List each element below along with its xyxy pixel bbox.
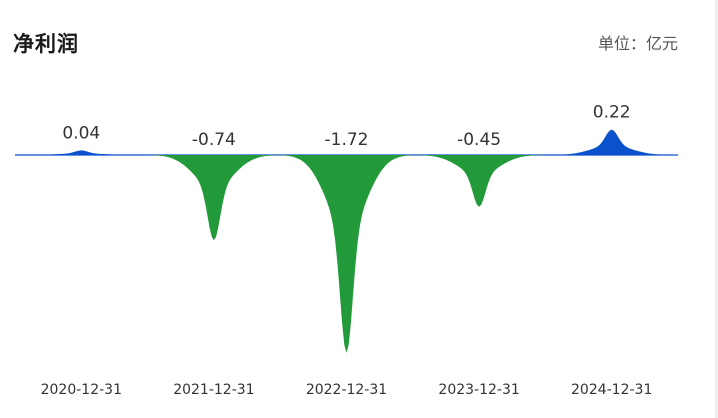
value-label: -0.45 <box>457 130 501 150</box>
peak-2024-12-31[interactable] <box>545 129 678 155</box>
value-label: -0.74 <box>192 130 236 150</box>
value-label: -1.72 <box>325 130 369 150</box>
x-tick-label: 2021-12-31 <box>173 382 254 398</box>
peak-2021-12-31[interactable] <box>147 155 281 241</box>
value-label: 0.22 <box>593 103 631 123</box>
peak-2020-12-31[interactable] <box>15 150 148 155</box>
x-tick-label: 2022-12-31 <box>306 382 387 398</box>
x-tick-label: 2020-12-31 <box>41 382 122 398</box>
x-tick-label: 2023-12-31 <box>438 382 519 398</box>
x-tick-label: 2024-12-31 <box>571 382 652 398</box>
right-divider <box>715 0 718 418</box>
peak-2022-12-31[interactable] <box>280 155 413 353</box>
chart-title: 净利润 <box>13 32 79 56</box>
unit-label: 单位：亿元 <box>597 34 678 53</box>
peak-2023-12-31[interactable] <box>412 155 546 207</box>
value-label: 0.04 <box>62 123 100 143</box>
